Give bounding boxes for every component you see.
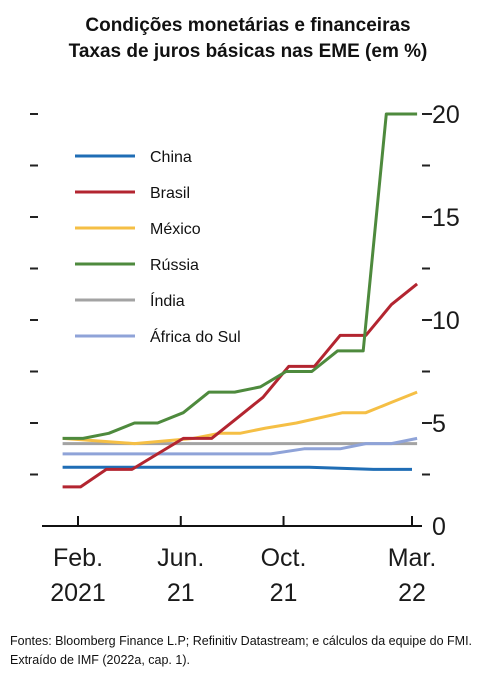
series-line-m-xico bbox=[62, 390, 418, 446]
series-line-brasil bbox=[62, 282, 419, 489]
legend-label: China bbox=[150, 149, 192, 166]
source-note: Fontes: Bloomberg Finance L.P; Refinitiv… bbox=[10, 634, 473, 667]
axes: 0 5 10 15 20 Feb. 2021 Jun. 21 Oct. 21 Mar. 22 bbox=[30, 101, 460, 607]
legend-label: Brasil bbox=[150, 185, 190, 202]
x-tick-label: 22 bbox=[398, 579, 426, 607]
y-tick-label: 0 bbox=[432, 513, 446, 541]
x-tick-label: 21 bbox=[270, 579, 298, 607]
chart-title: Condições monetárias e financeiras bbox=[85, 15, 410, 36]
legend-label: Rússia bbox=[150, 257, 199, 274]
series-line-r-ssia bbox=[62, 112, 418, 440]
x-tick-label: 2021 bbox=[50, 579, 106, 607]
y-tick-label: 10 bbox=[432, 307, 460, 335]
x-tick-label: Oct. bbox=[261, 544, 307, 572]
y-tick-label: 5 bbox=[432, 410, 446, 438]
x-tick-label: Feb. bbox=[53, 544, 103, 572]
series-line-china bbox=[62, 465, 412, 471]
y-tick-label: 20 bbox=[432, 101, 460, 129]
x-tick-label: Mar. bbox=[388, 544, 437, 572]
plot-area bbox=[62, 112, 419, 489]
chart-subtitle: Taxas de juros básicas nas EME (em %) bbox=[69, 41, 428, 62]
legend-label: México bbox=[150, 221, 201, 238]
x-tick-label: 21 bbox=[167, 579, 195, 607]
y-tick-label: 15 bbox=[432, 204, 460, 232]
legend: China Brasil México Rússia Índia África do Su… bbox=[75, 149, 241, 346]
series-line--frica-do-sul bbox=[62, 436, 418, 456]
legend-label: África do Sul bbox=[150, 327, 241, 346]
x-tick-label: Jun. bbox=[157, 544, 204, 572]
legend-label: Índia bbox=[150, 291, 185, 310]
